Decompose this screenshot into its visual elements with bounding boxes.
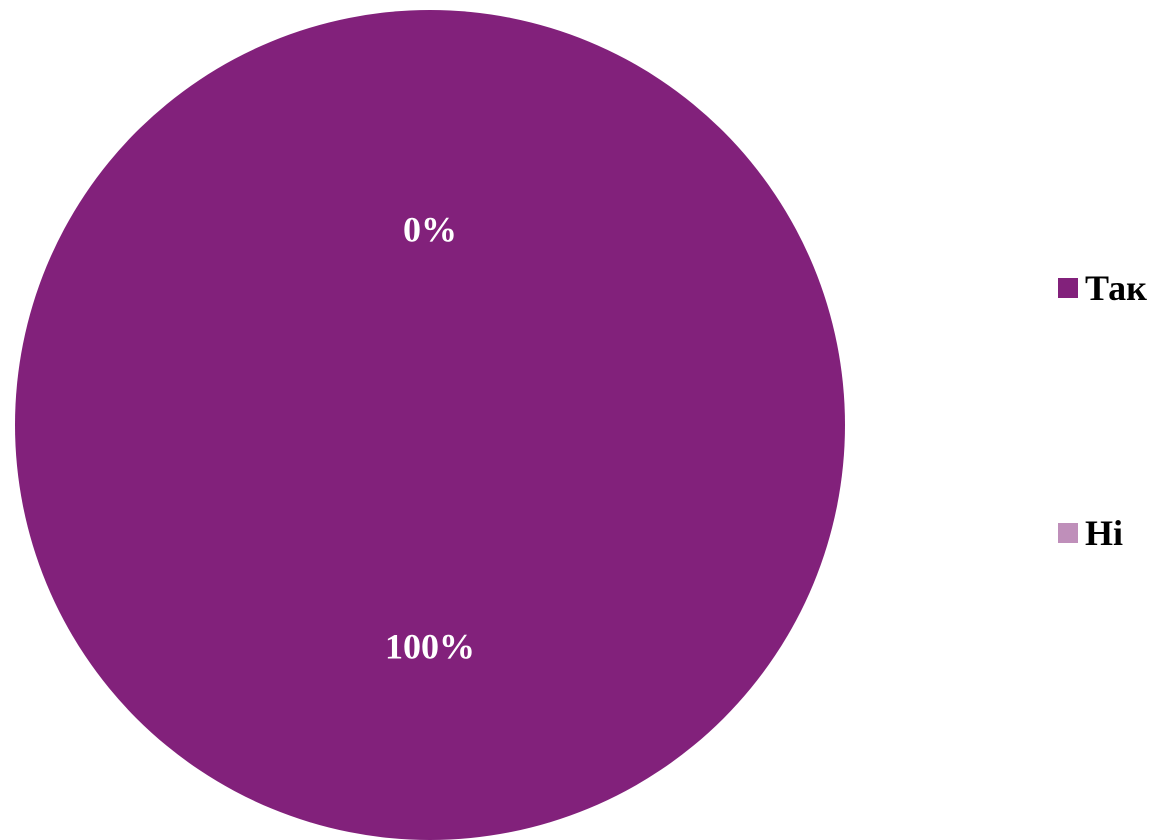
legend-swatch-1 bbox=[1058, 278, 1078, 298]
pie-slices bbox=[15, 10, 845, 840]
legend-item-2: Ні bbox=[1058, 513, 1123, 553]
legend-label-2: Ні bbox=[1085, 513, 1124, 553]
legend-label-1: Так bbox=[1085, 268, 1147, 308]
legend-swatch-2 bbox=[1058, 523, 1078, 543]
legend-item-1: Так bbox=[1058, 268, 1147, 308]
data-label-2: 0% bbox=[403, 209, 457, 249]
data-label-1: 100% bbox=[385, 626, 475, 666]
pie-slice-1 bbox=[15, 10, 845, 840]
pie-data-labels: 100% 0% bbox=[385, 209, 475, 666]
